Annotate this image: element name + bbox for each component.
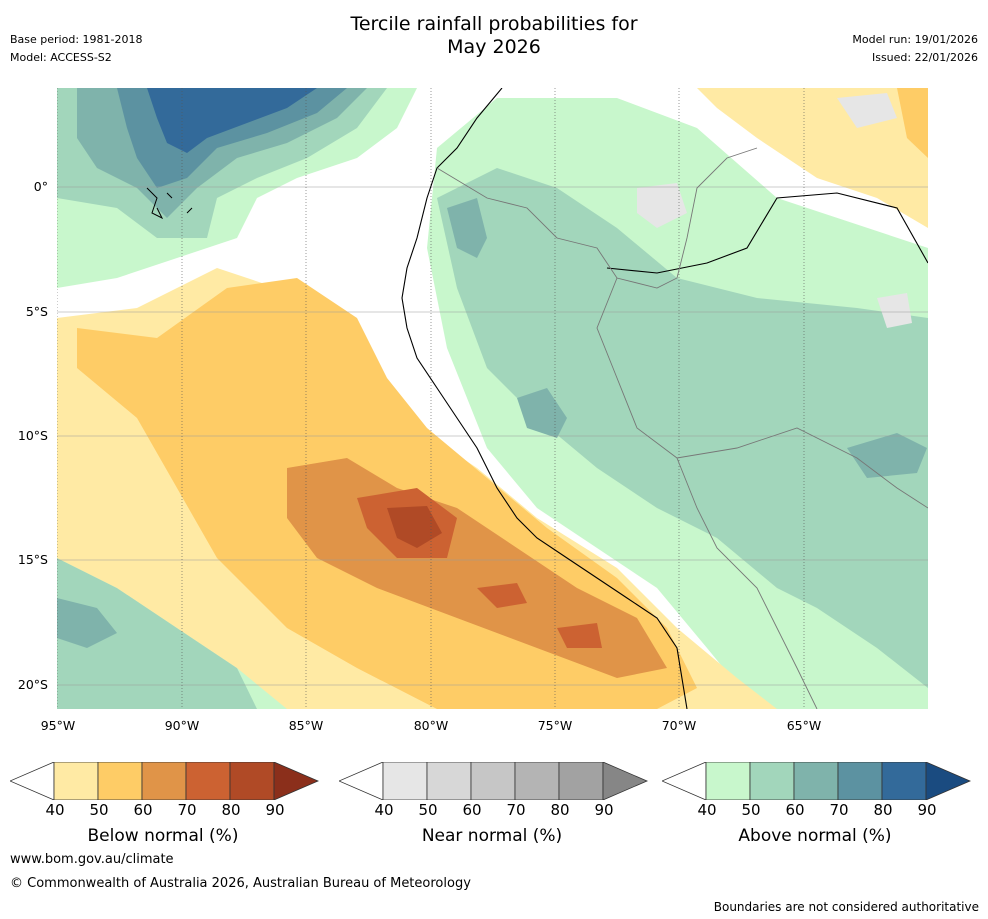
country-borders xyxy=(436,147,928,709)
map-svg xyxy=(57,88,928,709)
model-run: Model run: 19/01/2026 xyxy=(852,33,978,46)
lon-label-70w: 70°W xyxy=(661,718,697,733)
disclaimer-text: Boundaries are not considered authoritat… xyxy=(713,900,979,914)
cbar-near-60 xyxy=(426,761,472,801)
cbar-below-90 xyxy=(229,761,275,801)
near-region-2 xyxy=(837,93,897,128)
colorbar-above-svg xyxy=(660,761,972,801)
cbar-above-70 xyxy=(793,761,839,801)
lon-label-95w: 95°W xyxy=(40,718,76,733)
lon-label-85w: 85°W xyxy=(288,718,324,733)
cbar-above-tick-40: 40 xyxy=(697,801,717,819)
colorbar-above xyxy=(660,761,972,801)
cbar-below-70 xyxy=(141,761,187,801)
cbar-below-50 xyxy=(53,761,99,801)
cbar-near-70 xyxy=(470,761,516,801)
cbar-near-title: Near normal (%) xyxy=(421,826,563,846)
cbar-below-upper xyxy=(273,761,320,801)
cbar-above-title: Above normal (%) xyxy=(738,826,892,846)
lat-label-0: 0° xyxy=(33,179,48,194)
above-region-sw-70 xyxy=(57,598,117,648)
cbar-below-lower xyxy=(8,761,55,801)
cbar-above-tick-70: 70 xyxy=(829,801,849,819)
above-region-continent-70a xyxy=(447,198,487,258)
cbar-above-tick-90: 90 xyxy=(917,801,937,819)
cbar-above-80 xyxy=(837,761,883,801)
base-period: Base period: 1981-2018 xyxy=(10,33,143,46)
lon-label-65w: 65°W xyxy=(786,718,822,733)
galapagos-islands xyxy=(146,187,193,220)
cbar-above-90 xyxy=(881,761,927,801)
cbar-below-tick-40: 40 xyxy=(45,801,65,819)
above-region-nw-90 xyxy=(147,88,317,153)
cbar-below-title: Below normal (%) xyxy=(87,826,239,846)
coastline xyxy=(401,88,688,709)
map-title: Tercile rainfall probabilities for May 2… xyxy=(0,13,988,59)
cbar-below-tick-90: 90 xyxy=(265,801,285,819)
colorbar-below-svg xyxy=(8,761,320,801)
amazon-river xyxy=(606,192,928,274)
cbar-above-upper xyxy=(925,761,972,801)
model-name: Model: ACCESS-S2 xyxy=(10,51,112,64)
title-line-1: Tercile rainfall probabilities for xyxy=(350,13,638,35)
cbar-near-tick-90: 90 xyxy=(594,801,614,819)
cbar-below-tick-60: 60 xyxy=(133,801,153,819)
cbar-near-90 xyxy=(558,761,604,801)
near-region-1 xyxy=(637,183,687,228)
cbar-above-tick-50: 50 xyxy=(741,801,761,819)
cbar-below-tick-80: 80 xyxy=(221,801,241,819)
below-region-main-70b xyxy=(477,583,527,608)
cbar-above-60 xyxy=(749,761,795,801)
below-region-ne-50 xyxy=(897,88,928,158)
above-region-continent-60 xyxy=(437,168,928,688)
website-link[interactable]: www.bom.gov.au/climate xyxy=(10,852,174,867)
cbar-above-50 xyxy=(705,761,751,801)
below-region-main-80 xyxy=(387,506,442,548)
cbar-below-60 xyxy=(97,761,143,801)
near-region-3 xyxy=(877,293,912,328)
below-region-main-70c xyxy=(557,623,602,648)
lon-label-80w: 80°W xyxy=(413,718,449,733)
lat-label-10s: 10°S xyxy=(17,428,48,443)
lat-gridlines xyxy=(57,186,928,686)
lon-label-90w: 90°W xyxy=(164,718,200,733)
cbar-below-tick-70: 70 xyxy=(177,801,197,819)
cbar-near-tick-60: 60 xyxy=(462,801,482,819)
lat-label-20s: 20°S xyxy=(17,677,48,692)
cbar-near-tick-70: 70 xyxy=(506,801,526,819)
cbar-above-tick-60: 60 xyxy=(785,801,805,819)
title-line-2: May 2026 xyxy=(447,36,541,58)
above-region-continent-70b xyxy=(517,388,567,438)
above-region-continent-70c xyxy=(847,433,927,478)
copyright-text: © Commonwealth of Australia 2026, Austra… xyxy=(10,876,471,891)
cbar-above-lower xyxy=(660,761,707,801)
colorbar-below xyxy=(8,761,320,801)
lat-label-5s: 5°S xyxy=(25,304,48,319)
cbar-near-tick-80: 80 xyxy=(550,801,570,819)
cbar-below-tick-50: 50 xyxy=(89,801,109,819)
cbar-above-tick-80: 80 xyxy=(873,801,893,819)
above-region-sw-60 xyxy=(57,558,257,709)
cbar-near-tick-50: 50 xyxy=(418,801,438,819)
cbar-below-80 xyxy=(185,761,231,801)
lat-label-15s: 15°S xyxy=(17,552,48,567)
probability-map[interactable] xyxy=(57,88,928,709)
cbar-near-lower xyxy=(337,761,384,801)
colorbar-near-svg xyxy=(337,761,649,801)
cbar-near-50 xyxy=(382,761,428,801)
cbar-near-80 xyxy=(514,761,560,801)
cbar-near-upper xyxy=(602,761,649,801)
lon-label-75w: 75°W xyxy=(537,718,573,733)
issued-date: Issued: 22/01/2026 xyxy=(871,51,978,64)
cbar-near-tick-40: 40 xyxy=(374,801,394,819)
colorbar-near xyxy=(337,761,649,801)
